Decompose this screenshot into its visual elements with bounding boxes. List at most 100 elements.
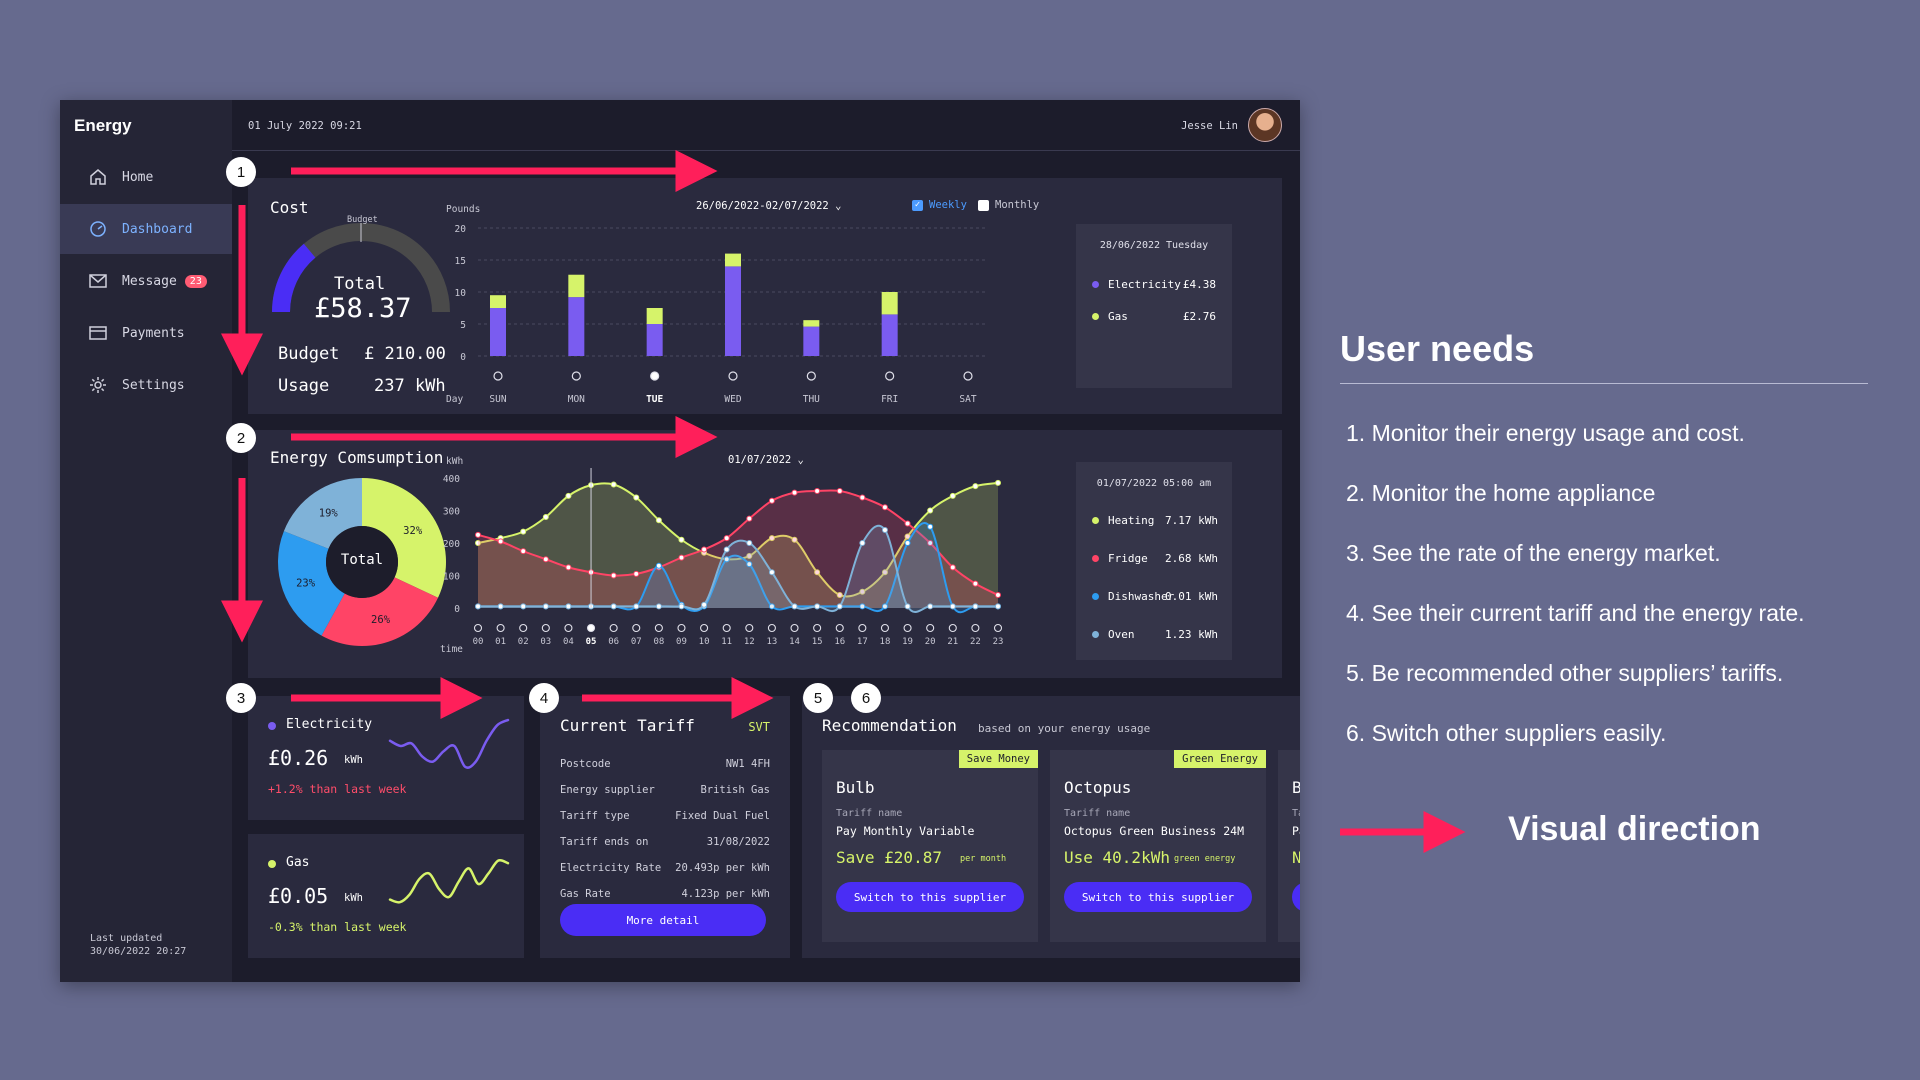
supplier-highlight: N	[1292, 848, 1300, 867]
monthly-toggle[interactable]: Monthly	[978, 199, 1039, 211]
cost-detail-date: 28/06/2022 Tuesday	[1099, 240, 1209, 251]
more-detail-button[interactable]: More detail	[560, 904, 766, 936]
weekly-label: Weekly	[929, 199, 967, 211]
supplier-name: Bulb	[836, 778, 875, 797]
gas-dot-icon	[268, 860, 276, 868]
supplier-name: B	[1292, 778, 1300, 797]
x-tick-label: 20	[925, 637, 936, 647]
consumption-detail-value: 7.17 kWh	[1165, 514, 1218, 527]
data-point-fridge	[701, 546, 708, 553]
data-point-dishwasher	[723, 556, 730, 563]
gear-icon	[90, 377, 106, 393]
bar-electricity	[646, 324, 663, 356]
tariff-title: Current Tariff	[560, 716, 695, 735]
recommendation-title: Recommendation	[822, 716, 957, 735]
consumption-title: Energy Comsumption	[270, 448, 444, 467]
tariff-field-label: Energy supplier	[560, 784, 655, 796]
data-point-fridge	[927, 540, 934, 546]
data-point-fridge	[836, 488, 843, 494]
x-tick-label: 11	[721, 637, 732, 647]
consumption-donut: 32% 26% 23% 19%	[278, 478, 446, 646]
consumption-detail-value: 1.23 kWh	[1165, 628, 1218, 641]
hour-marker	[767, 623, 776, 633]
total-value: £58.37	[314, 293, 412, 324]
bar-gas	[803, 320, 820, 327]
current-tariff-card: Current Tariff SVT Postcode NW1 4FH Energy…	[540, 696, 790, 958]
sidebar-item-label: Home	[122, 169, 154, 185]
tariff-name-label: Tariff name	[1064, 808, 1131, 819]
data-point-fridge	[881, 504, 888, 511]
data-point-oven	[768, 569, 775, 576]
sidebar-item-home[interactable]: Home	[60, 152, 232, 202]
data-point-oven	[610, 603, 617, 610]
recommendation-panel: Recommendation based on your energy usag…	[802, 696, 1300, 958]
x-tick-label: 18	[880, 637, 891, 647]
consumption-date-select[interactable]: 01/07/2022 ⌄	[728, 454, 804, 466]
bar-gas	[725, 253, 741, 267]
x-tick-label: 13	[766, 637, 777, 647]
bar-electricity	[490, 308, 506, 356]
sparkline-path	[388, 718, 510, 769]
supplier-card-partial: B Ta Pa N	[1278, 750, 1300, 942]
data-point-fridge	[475, 531, 481, 538]
data-point-oven	[791, 603, 798, 610]
sidebar-item-label: Payments	[122, 325, 185, 341]
switch-supplier-button[interactable]: Switch to this supplier	[836, 882, 1024, 912]
tariff-field-label: Gas Rate	[560, 888, 611, 900]
tariff-field-value: British Gas	[700, 784, 770, 796]
data-point-fridge	[633, 570, 640, 577]
data-point-dishwasher	[746, 561, 753, 568]
data-point-heating	[610, 481, 617, 488]
date-range-select[interactable]: 26/06/2022-02/07/2022 ⌄	[696, 200, 841, 212]
switch-supplier-button[interactable]: Switch to this supplier	[1064, 882, 1252, 912]
x-tick-label: 17	[857, 637, 868, 647]
chevron-down-icon: ⌄	[835, 200, 842, 212]
x-tick-label: WED	[724, 394, 741, 405]
sidebar-item-payments[interactable]: Payments	[60, 308, 232, 358]
consumption-detail-name: Dishwasher	[1108, 590, 1175, 603]
y-tick-label: 200	[443, 539, 460, 550]
legend-dot-icon	[1092, 281, 1099, 288]
step-marker: 6	[851, 683, 881, 713]
x-tick-label: 10	[699, 637, 710, 647]
hour-marker	[496, 623, 505, 633]
consumption-detail-card: 01/07/2022 05:00 am Heating 7.17 kWh Fridg…	[1076, 462, 1232, 660]
donut-slice-heating	[362, 478, 446, 598]
bar-gas	[568, 274, 585, 298]
gas-trend-sparkline	[388, 858, 510, 904]
sidebar-item-message[interactable]: Message 23	[60, 256, 232, 306]
day-marker	[963, 371, 973, 381]
bar-electricity	[725, 266, 741, 356]
budget-label: Budget	[278, 344, 340, 364]
x-tick-label: SUN	[489, 394, 506, 405]
avatar[interactable]	[1248, 108, 1282, 142]
x-tick-label: 14	[789, 637, 800, 647]
data-point-oven	[746, 540, 753, 546]
sidebar-item-settings[interactable]: Settings	[60, 360, 232, 410]
hour-marker	[948, 623, 957, 633]
tariff-name-value: Octopus Green Business 24M	[1064, 824, 1245, 838]
donut-slice-label: 32%	[403, 525, 423, 537]
data-point-oven	[520, 603, 527, 610]
data-point-heating	[814, 569, 821, 576]
user-need-item: 1. Monitor their energy usage and cost.	[1346, 420, 1745, 446]
checkbox-checked-icon: ✓	[912, 199, 923, 211]
consumption-detail-name: Fridge	[1108, 552, 1148, 565]
y-tick-label: 15	[455, 256, 466, 267]
area-fill-oven	[478, 525, 998, 613]
consumption-detail-value: 2.68 kWh	[1165, 552, 1218, 565]
consumption-detail-name: Heating	[1108, 514, 1155, 527]
data-point-fridge	[904, 520, 911, 527]
hour-marker	[677, 623, 686, 633]
bar-gas	[490, 295, 506, 308]
header-divider	[232, 150, 1300, 151]
weekly-toggle[interactable]: ✓ Weekly	[912, 199, 967, 211]
switch-supplier-button[interactable]	[1292, 882, 1300, 912]
cost-detail-name: Gas	[1108, 310, 1128, 323]
consumption-detail-value: 0.01 kWh	[1165, 590, 1218, 603]
x-tick-label: 19	[902, 637, 913, 647]
cost-title: Cost	[270, 198, 309, 217]
day-marker	[885, 371, 895, 381]
x-tick-label: 03	[540, 637, 551, 647]
sidebar-item-dashboard[interactable]: Dashboard	[60, 204, 232, 254]
